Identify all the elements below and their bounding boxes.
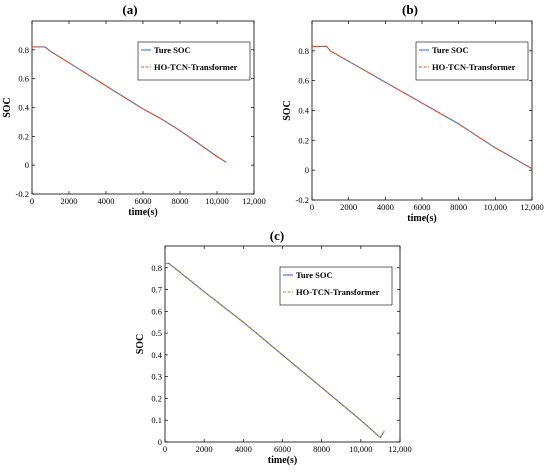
y-tick-label: 0 <box>25 160 29 170</box>
x-tick-label: 6000 <box>414 202 431 212</box>
legend-label: Ture SOC <box>154 45 191 55</box>
series-line-2 <box>32 46 227 163</box>
x-tick-label: 0 <box>163 444 167 454</box>
y-tick-label: 0 <box>158 437 162 447</box>
y-axis-label: SOC <box>282 100 293 121</box>
legend-label: HO-TCN-Transformer <box>154 62 238 72</box>
x-tick-label: 0 <box>310 202 314 212</box>
x-tick-label: 10,000 <box>484 202 507 212</box>
y-tick-label: 0.6 <box>151 306 162 316</box>
x-axis-label: time(s) <box>407 213 436 224</box>
x-tick-label: 4000 <box>235 444 252 454</box>
x-tick-label: 12,000 <box>520 202 543 212</box>
y-tick-label: -0.2 <box>296 195 309 205</box>
legend-label: HO-TCN-Transformer <box>296 287 380 297</box>
x-tick-label: 10,000 <box>349 444 372 454</box>
y-tick-label: 0.4 <box>298 106 309 116</box>
y-tick-label: 0.6 <box>298 76 309 86</box>
y-tick-label: 0.3 <box>151 372 162 382</box>
y-tick-label: 0.8 <box>18 45 29 55</box>
legend: Ture SOC HO-TCN-Transformer <box>137 41 251 81</box>
y-tick-label: 0.6 <box>18 74 29 84</box>
legend-label: HO-TCN-Transformer <box>432 62 516 72</box>
y-tick-label: 0.1 <box>151 415 162 425</box>
x-tick-label: 4000 <box>377 202 394 212</box>
y-tick-label: 0.8 <box>151 263 162 273</box>
x-tick-label: 2000 <box>196 444 213 454</box>
y-axis-label: SOC <box>135 334 146 355</box>
chart-panel-2: (b)0 2000 4000 6000 8000 10,000 12,000-0.200.2… <box>282 2 544 224</box>
x-tick-label: 8000 <box>172 196 189 206</box>
panel-label: (c) <box>270 228 284 243</box>
y-tick-label: 0.8 <box>298 46 309 56</box>
x-tick-label: 8000 <box>450 202 467 212</box>
x-axis-label: time(s) <box>268 455 297 466</box>
x-tick-label: 2000 <box>340 202 357 212</box>
y-tick-label: 0.2 <box>18 131 29 141</box>
x-tick-label: 6000 <box>274 444 291 454</box>
y-tick-label: 0.4 <box>151 350 162 360</box>
x-axis-label: time(s) <box>128 207 157 218</box>
y-tick-label: 0 <box>305 165 309 175</box>
x-tick-label: 2000 <box>61 196 78 206</box>
y-tick-label: -0.2 <box>16 189 29 199</box>
series-line-2 <box>165 262 385 439</box>
y-axis-label: SOC <box>2 97 13 118</box>
panel-label: (b) <box>402 2 418 17</box>
chart-panel-1: (a)0 2000 4000 6000 8000 10,000 12,000-0.200.2… <box>2 2 266 218</box>
y-tick-label: 0.4 <box>18 103 29 113</box>
x-tick-label: 0 <box>30 196 34 206</box>
x-tick-label: 12,000 <box>388 444 411 454</box>
chart-panel-3: (c) 0 2000 4000 6000 8000 10,000 12,000 0 0.1 0.2 0… <box>135 228 412 466</box>
x-tick-label: 10,000 <box>205 196 228 206</box>
legend-box <box>137 41 251 81</box>
legend: Ture SOC HO-TCN-Transformer <box>279 266 393 306</box>
y-tick-label: 0.2 <box>151 393 162 403</box>
x-tick-label: 4000 <box>98 196 115 206</box>
legend-label: Ture SOC <box>296 270 333 280</box>
panel-label: (a) <box>122 2 137 17</box>
y-tick-label: 0.7 <box>151 285 162 295</box>
x-tick-label: 12,000 <box>242 196 265 206</box>
series-line-2 <box>312 45 533 170</box>
x-tick-label: 6000 <box>135 196 152 206</box>
legend-box <box>279 266 393 306</box>
legend: Ture SOC HO-TCN-Transformer <box>415 41 529 81</box>
y-tick-label: 0.2 <box>298 135 309 145</box>
x-tick-label: 8000 <box>313 444 330 454</box>
y-tick-label: 0.5 <box>151 328 162 338</box>
legend-label: Ture SOC <box>432 45 469 55</box>
legend-box <box>415 41 529 81</box>
